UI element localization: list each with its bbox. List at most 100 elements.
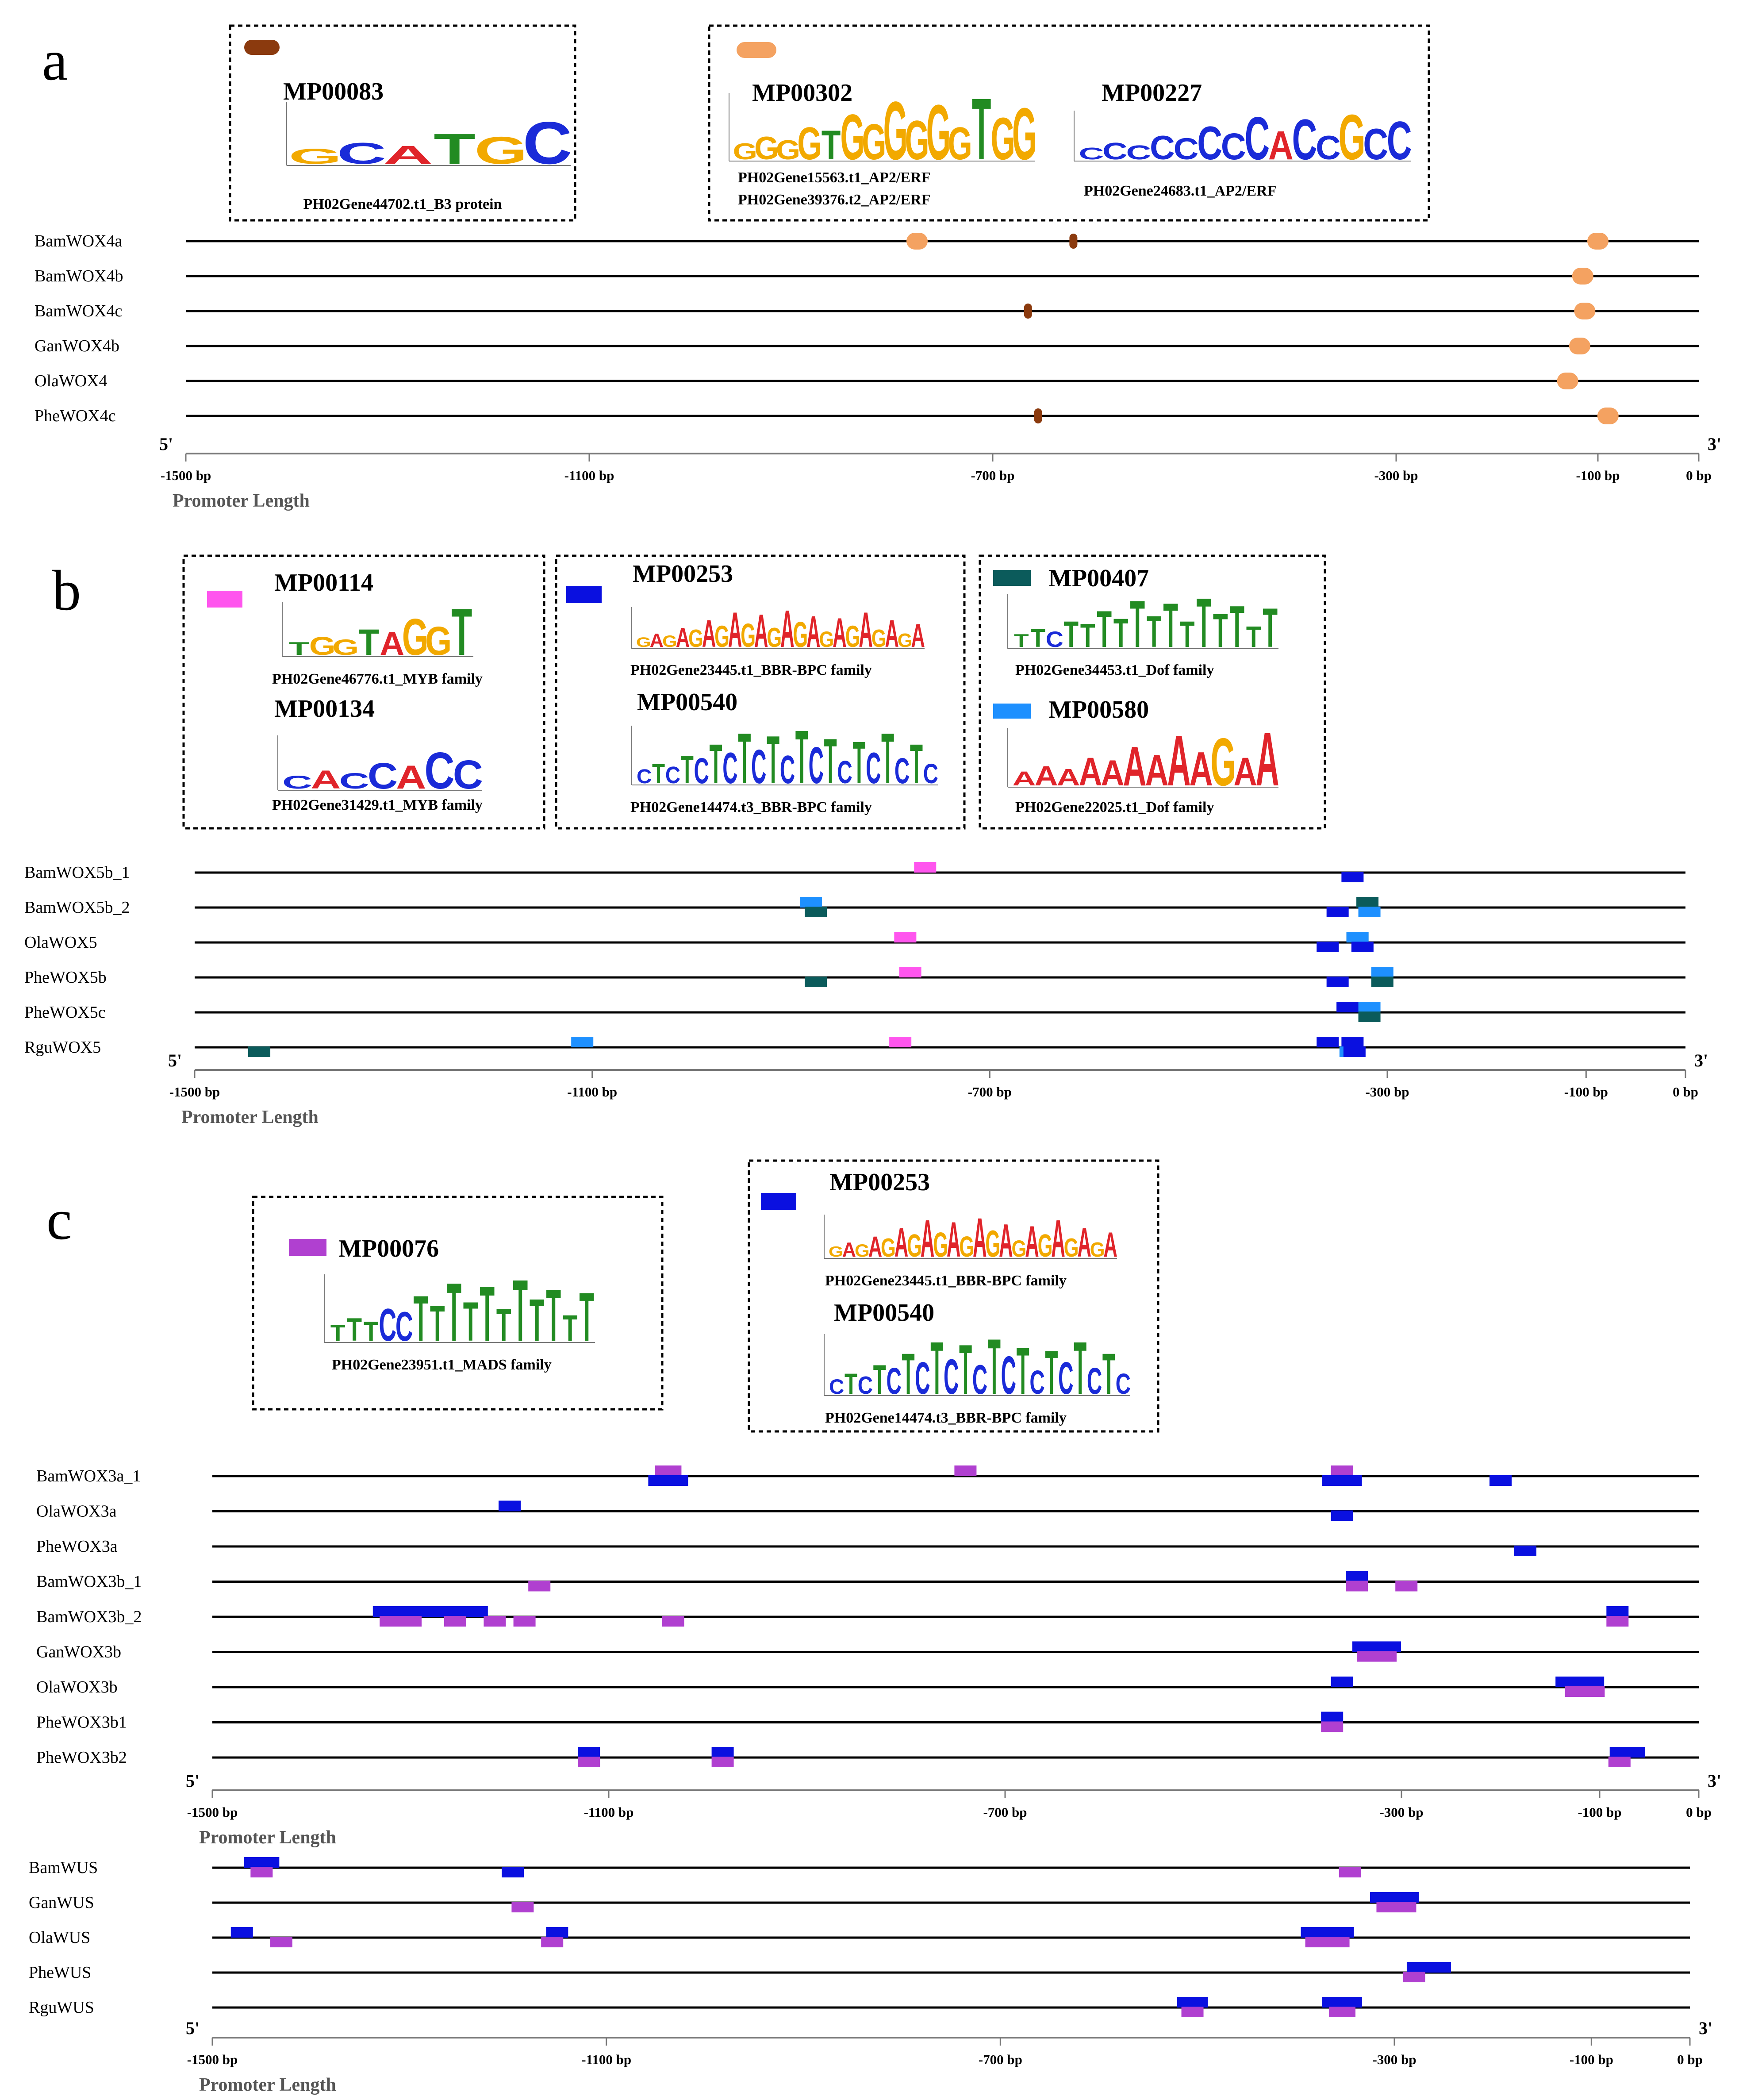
axis-tick-label: -700 bp	[979, 2052, 1022, 2067]
logo-letter: C	[751, 740, 766, 794]
tfbs-site-MP00253	[1326, 977, 1349, 987]
tfbs-site-MP00253	[372, 1606, 488, 1617]
logo-letter: T	[1074, 1327, 1086, 1410]
tfbs-site-MP00253	[1301, 1927, 1354, 1938]
logo-letter: A	[380, 625, 404, 662]
axis-5prime: 5'	[159, 434, 173, 454]
caption-MP00302-2: PH02Gene39376.t2_AP2/ERF	[738, 192, 930, 208]
logo-letter: C	[339, 769, 369, 794]
logo-letter: G	[907, 1227, 922, 1263]
gene-label: OlaWUS	[29, 1928, 90, 1947]
logo-letter: T	[563, 1308, 578, 1349]
tfbs-site-MP00407	[1358, 1012, 1381, 1022]
tfbs-site-MP00253	[546, 1927, 568, 1938]
tfbs-site-MP00253	[1606, 1606, 1629, 1617]
motif-label-MP00134: MP00134	[274, 695, 375, 723]
logo-letter: T	[451, 595, 472, 669]
motif-label-MP00076: MP00076	[338, 1235, 439, 1262]
logo-letter: A	[676, 622, 690, 653]
logo-letter: G	[402, 608, 429, 666]
logo-letter: A	[1255, 717, 1279, 801]
axis-3prime: 3'	[1694, 1050, 1708, 1070]
logo-letter: T	[330, 1320, 345, 1346]
tfbs-site-MP00076	[380, 1616, 402, 1627]
motif-label-MP00114: MP00114	[274, 569, 373, 596]
tfbs-site-MP00253	[1326, 907, 1349, 917]
logo-letter: C	[722, 744, 737, 793]
logo-letter: G	[797, 118, 822, 169]
logo-letter: C	[1174, 132, 1199, 166]
tfbs-site-MP00076	[1357, 1651, 1397, 1662]
caption-MP00114: PH02Gene46776.t1_MYB family	[272, 671, 483, 687]
tfbs-site-MP00253	[1317, 1037, 1339, 1047]
logo-letter: C	[866, 744, 881, 793]
logo-letter: G	[855, 1241, 870, 1261]
axis-tick-label: -100 bp	[1570, 2052, 1613, 2067]
logo-letter: C	[282, 772, 312, 792]
caption-MP00253-b: PH02Gene23445.t1_BBR-BPC family	[630, 662, 872, 678]
swatch-MP00302	[737, 42, 776, 58]
logo-letter: A	[921, 1209, 934, 1268]
logo-letter: G	[714, 620, 729, 654]
axis-a: 5' 3' -1500 bp -1100 bp -700 bp -300 bp -100 b…	[159, 434, 1721, 511]
logo-letter: C	[923, 758, 938, 789]
track-group-c: BamWOX3a_1 OlaWOX3a PheWOX3a BamWOX3b_1 BamW…	[36, 1465, 1699, 1767]
logo-letter: G	[793, 614, 808, 654]
logo-letter: A	[1034, 760, 1058, 792]
logo-letter: T	[446, 1266, 461, 1359]
logo-letter: C	[915, 1353, 930, 1404]
logo-letter: G	[829, 1244, 844, 1260]
tfbs-site-MP00114	[899, 967, 921, 977]
logo-letter: T	[347, 1311, 362, 1347]
tfbs-site-MP00253	[1346, 1571, 1368, 1582]
tfbs-site-MP00253	[711, 1747, 734, 1758]
tfbs-site-MP00076	[444, 1616, 466, 1627]
logo-letter: A	[396, 759, 426, 796]
caption-MP00540-c: PH02Gene14474.t3_BBR-BPC family	[825, 1410, 1067, 1426]
legend-box-b1	[182, 554, 545, 830]
promoter-length-label: Promoter Length	[181, 1107, 319, 1127]
logo-letter: A	[947, 1212, 960, 1268]
logo-letter: C	[1221, 126, 1246, 168]
axis-tick-label: -1500 bp	[169, 1084, 220, 1100]
logo-letter: A	[1233, 750, 1257, 794]
tfbs-site-MP00253	[1352, 1641, 1401, 1652]
logo-letter: T	[496, 1299, 511, 1350]
tfbs-site-MP00076	[1376, 1902, 1417, 1912]
swatch-MP00407	[993, 570, 1031, 586]
tfbs-site-MP00076	[1565, 1686, 1605, 1697]
axis-5prime: 5'	[186, 1771, 200, 1791]
motif-label-MP00302: MP00302	[752, 79, 852, 107]
logo-letter: A	[1051, 1209, 1065, 1268]
logo-letter: T	[480, 1269, 495, 1357]
logo-letter: C	[337, 137, 387, 170]
logo-letter: G	[754, 131, 779, 166]
logo-MP00083: GCA TGC	[286, 102, 572, 177]
tfbs-site-MP00253	[1336, 1002, 1359, 1012]
logo-letter: T	[1080, 617, 1095, 654]
axis-tick-label: -1100 bp	[584, 1804, 634, 1820]
logo-letter: C	[1126, 141, 1151, 164]
logo-letter: T	[910, 734, 923, 796]
logo-letter: T	[546, 1275, 561, 1357]
logo-letter: G	[898, 630, 913, 651]
motif-label-MP00083: MP00083	[283, 78, 384, 105]
logo-letter: C	[1244, 104, 1270, 172]
tfbs-site-MP00076	[578, 1757, 600, 1767]
tfbs-site-MP00407	[1356, 897, 1379, 908]
logo-letter: G	[926, 88, 951, 176]
gene-label: BamWOX4b	[35, 267, 123, 285]
tfbs-site-MP00076	[1346, 1581, 1368, 1592]
logo-letter: A	[1167, 720, 1190, 801]
tfbs-site-MP00114	[914, 862, 937, 873]
tfbs-site-MP00253	[502, 1867, 524, 1877]
axis-3prime: 3'	[1708, 1771, 1721, 1791]
motif-label-MP00253-b: MP00253	[633, 560, 733, 588]
logo-letter: T	[1030, 624, 1045, 653]
logo-letter: C	[809, 736, 824, 794]
